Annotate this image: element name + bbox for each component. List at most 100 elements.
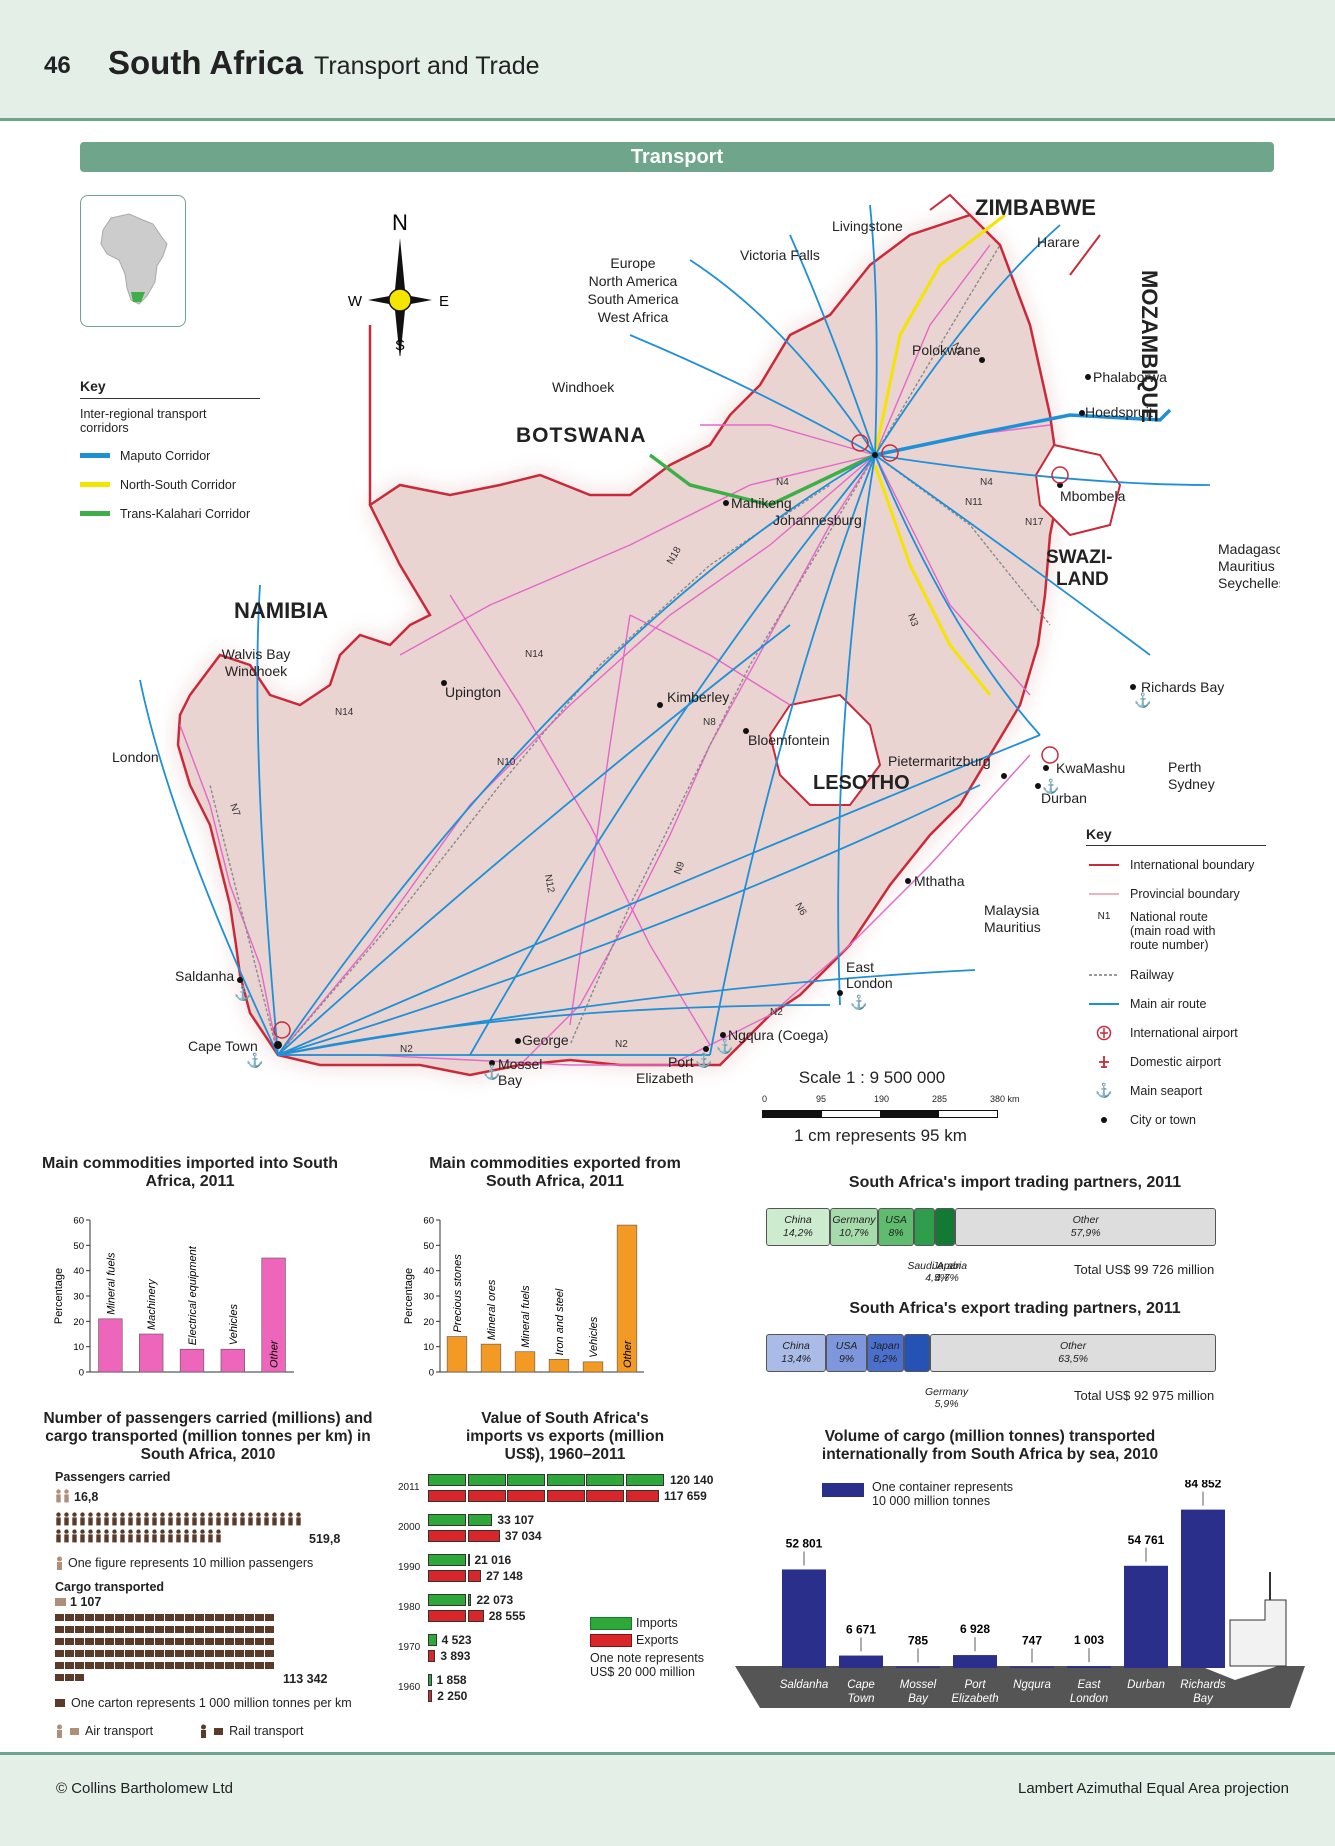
import-commodity-ytick: 30 bbox=[73, 1292, 84, 1303]
corridor-swatch bbox=[80, 453, 110, 458]
international-airport-icon bbox=[1086, 1025, 1122, 1041]
map-key-title: Key bbox=[1086, 826, 1266, 846]
map-key-item: N1 National route (main road with route num… bbox=[1086, 908, 1266, 960]
sea-cargo-bar bbox=[1124, 1565, 1168, 1668]
imports-exports-title: Value of South Africa's imports vs expor… bbox=[465, 1410, 665, 1463]
corridor-key: Key Inter-regional transport corridors M… bbox=[80, 378, 260, 528]
passengers-section: Passengers carried 16,8 519,8 One figure… bbox=[55, 1470, 395, 1738]
city-richards-bay: Richards Bay bbox=[1141, 679, 1224, 695]
air-route-icon bbox=[1086, 999, 1122, 1009]
imports-notes: 4 523 bbox=[428, 1632, 472, 1647]
city-durban: Durban bbox=[1041, 790, 1087, 806]
rail-figure-icon bbox=[201, 1724, 207, 1738]
exports-value-label: 117 659 bbox=[664, 1488, 707, 1503]
sea-cargo-value-label: 54 761 bbox=[1128, 1533, 1165, 1547]
corridor-key-subtitle: Inter-regional transport corridors bbox=[80, 407, 207, 435]
compass-s: S bbox=[395, 337, 405, 354]
dest-windhoek: Windhoek bbox=[552, 379, 615, 395]
sea-cargo-value-label: 52 801 bbox=[786, 1536, 823, 1550]
dest-europe-1: Europe bbox=[610, 255, 655, 271]
import-partner-callout: Japan 4,7% bbox=[932, 1260, 962, 1284]
rail-cargo-row: 113 342 bbox=[55, 1614, 395, 1686]
exports-notes: 28 555 bbox=[428, 1608, 525, 1623]
sea-cargo-bar bbox=[1067, 1666, 1111, 1668]
city-port-elizabeth-2: Elizabeth bbox=[636, 1070, 694, 1086]
scale-text: Scale 1 : 9 500 000 bbox=[798, 1068, 946, 1087]
page-title: South Africa bbox=[108, 44, 303, 81]
svg-text:N11: N11 bbox=[965, 497, 983, 508]
exports-notes: 37 034 bbox=[428, 1528, 542, 1543]
export-commodity-ylabel: Percentage bbox=[403, 1268, 415, 1324]
north-south-corridor bbox=[873, 213, 1006, 696]
export-commodity-bar bbox=[616, 1224, 638, 1373]
export-partners-callouts: Germany 5,9% bbox=[766, 1376, 1216, 1410]
export-commodity-category-label: Precious stones bbox=[452, 1254, 464, 1333]
exports-value-label: 37 034 bbox=[504, 1528, 542, 1543]
dest-sydney: Sydney bbox=[1168, 776, 1215, 792]
svg-text:N2: N2 bbox=[615, 1039, 628, 1050]
ship-bridge bbox=[1229, 1599, 1287, 1667]
air-routes bbox=[139, 204, 1211, 1056]
import-commodity-category-label: Vehicles bbox=[228, 1304, 240, 1346]
city-polokwane: Polokwane bbox=[912, 342, 981, 358]
imports-value-label: 4 523 bbox=[441, 1632, 472, 1647]
dest-perth: Perth bbox=[1168, 759, 1201, 775]
national-route-icon: N1 bbox=[1097, 911, 1111, 922]
sea-cargo-port-label: Saldanha bbox=[780, 1679, 829, 1691]
export-commodity-bar bbox=[446, 1336, 468, 1373]
dest-europe-2: North America bbox=[589, 273, 678, 289]
city-upington: Upington bbox=[445, 684, 501, 700]
exports-notes: 3 893 bbox=[428, 1648, 470, 1663]
import-partner-segment: Other 57,9% bbox=[955, 1208, 1216, 1246]
import-commodity-category-label: Other bbox=[269, 1339, 281, 1368]
sea-cargo-port-label: Mossel bbox=[900, 1679, 937, 1691]
sea-cargo-port-label: Town bbox=[847, 1693, 874, 1705]
export-commodity-bar bbox=[480, 1343, 502, 1373]
export-commodity-ytick: 50 bbox=[423, 1241, 434, 1252]
figure-note: One figure represents 10 million passeng… bbox=[55, 1556, 395, 1570]
export-partners-total: Total US$ 92 975 million bbox=[1074, 1388, 1215, 1403]
sea-cargo-port-label: Elizabeth bbox=[951, 1693, 998, 1705]
import-partner-segment bbox=[935, 1208, 956, 1246]
svg-text:⚓: ⚓ bbox=[1042, 778, 1059, 795]
year-label: 1980 bbox=[398, 1602, 421, 1613]
imports-exports-chart: 2011 120 140 117 659 2000 33 107 37 034 1990 21… bbox=[398, 1472, 758, 1712]
svg-text:N7: N7 bbox=[227, 802, 242, 818]
maputo-corridor bbox=[874, 408, 1172, 457]
svg-text:⚓: ⚓ bbox=[850, 994, 867, 1011]
svg-text:⚓: ⚓ bbox=[246, 1052, 263, 1069]
city-pietermaritzburg: Pietermaritzburg bbox=[888, 753, 991, 769]
imports-notes: 22 073 bbox=[428, 1592, 513, 1607]
svg-text:N4: N4 bbox=[776, 477, 789, 488]
section-title-bar: Transport bbox=[80, 142, 1274, 172]
svg-text:N10: N10 bbox=[497, 757, 516, 768]
import-partner-segment bbox=[914, 1208, 936, 1246]
svg-text:⚓: ⚓ bbox=[716, 1038, 733, 1055]
city-saldanha: Saldanha bbox=[175, 968, 234, 984]
import-commodity-bar bbox=[261, 1257, 286, 1373]
import-partners-callouts: Japan 4,7% Saudi Arabia 4,5% bbox=[766, 1250, 1216, 1284]
import-commodities-title: Main commodities imported into South Afr… bbox=[42, 1155, 338, 1190]
export-commodities-chart: Percentage 0 10 20 30 40 50 60 Precious stones Mi… bbox=[403, 1216, 644, 1379]
sea-cargo-title: Volume of cargo (million tonnes) transpo… bbox=[821, 1428, 1159, 1463]
national-roads bbox=[179, 244, 1051, 1066]
corridor-key-title: Key bbox=[80, 378, 260, 399]
export-commodity-category-label: Vehicles bbox=[588, 1316, 600, 1358]
dest-madagascar: Madagascar bbox=[1218, 541, 1280, 557]
imports-value-label: 21 016 bbox=[474, 1552, 512, 1567]
import-commodity-ytick: 20 bbox=[73, 1317, 84, 1328]
scale-bar bbox=[762, 1110, 998, 1118]
svg-text:N8: N8 bbox=[703, 717, 716, 728]
city-phalaborwa: Phalaborwa bbox=[1093, 369, 1167, 385]
africa-outline-icon bbox=[100, 213, 168, 305]
scale-ticks: 0 95 190 285 380 km bbox=[762, 1094, 1020, 1104]
railways bbox=[209, 244, 1051, 1056]
imports-exports-row: 1960 1 858 2 250 bbox=[398, 1672, 758, 1712]
export-commodity-ytick: 30 bbox=[423, 1292, 434, 1303]
export-partner-segment: Japan 8,2% bbox=[866, 1334, 904, 1372]
corridor-key-items: Maputo Corridor North-South Corridor Trans… bbox=[80, 441, 260, 528]
map-key: Key International boundary Provincial bou… bbox=[1086, 826, 1266, 1134]
air-passengers-row: 16,8 bbox=[55, 1488, 395, 1506]
svg-text:N2: N2 bbox=[770, 1007, 783, 1018]
sea-cargo-bar bbox=[1181, 1509, 1225, 1668]
